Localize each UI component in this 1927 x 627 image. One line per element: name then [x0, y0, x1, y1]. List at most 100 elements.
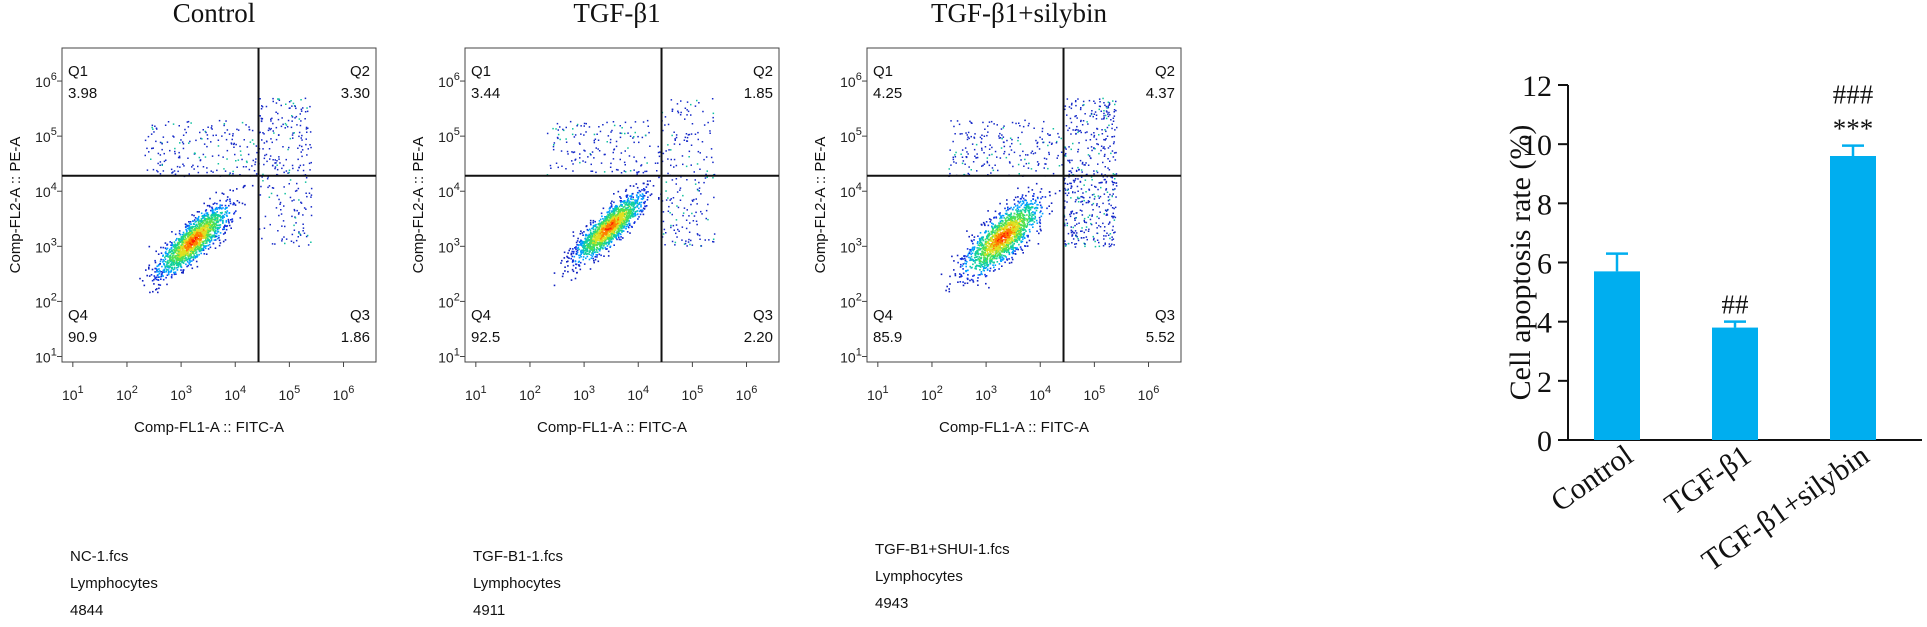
event-dot [572, 248, 574, 250]
event-dot [646, 180, 649, 182]
event-dot [622, 223, 624, 225]
event-dot [284, 122, 287, 125]
event-dot [610, 202, 612, 204]
event-dot [214, 209, 216, 211]
event-dot [1014, 218, 1016, 221]
event-dot [639, 190, 642, 193]
event-dot [579, 161, 581, 164]
x-tick-label-base: 10 [736, 387, 752, 403]
event-dot [561, 275, 564, 278]
event-dot [628, 222, 631, 225]
event-dot [616, 230, 618, 233]
event-dot [275, 111, 277, 113]
event-dot [189, 235, 191, 237]
event-dot [194, 226, 197, 228]
event-dot [634, 212, 636, 215]
event-dot [949, 283, 951, 285]
event-dot [588, 233, 591, 236]
event-dot [672, 197, 675, 199]
event-dot [188, 221, 190, 223]
event-dot [181, 141, 184, 143]
event-dot [167, 121, 170, 123]
event-dot [635, 183, 638, 185]
event-dot [281, 238, 283, 240]
event-dot [174, 271, 176, 274]
event-dot [160, 258, 162, 261]
event-dot [612, 216, 614, 219]
y-tick-label-base: 10 [35, 184, 51, 200]
event-dot [592, 245, 595, 248]
event-dot [198, 222, 200, 225]
event-dot [192, 251, 195, 253]
event-dot [1017, 208, 1020, 211]
event-dot [193, 152, 196, 154]
panel-title: TGF-β1+silybin [931, 0, 1107, 28]
event-dot [622, 237, 624, 239]
event-dot [606, 218, 609, 221]
event-dot [1009, 226, 1012, 229]
event-dot [987, 236, 990, 238]
event-dot [205, 235, 207, 238]
event-dot [191, 230, 193, 232]
event-dot [194, 228, 196, 230]
event-dot [268, 148, 271, 150]
event-dot [300, 120, 302, 122]
event-dot [211, 224, 213, 227]
event-dot [171, 259, 173, 261]
event-dot [160, 246, 162, 249]
event-dot [153, 275, 156, 277]
event-dot [189, 242, 191, 244]
event-dot [195, 251, 198, 253]
event-dot [698, 190, 700, 192]
event-dot [195, 227, 198, 229]
event-dot [309, 144, 311, 146]
event-dot [591, 255, 594, 258]
event-dot [615, 232, 618, 234]
event-dot [206, 222, 208, 224]
event-dot [605, 237, 607, 240]
event-dot [191, 244, 193, 246]
event-dot [705, 217, 707, 220]
event-dot [184, 253, 187, 255]
event-dot [283, 205, 285, 207]
event-dot [284, 242, 286, 245]
event-dot [960, 263, 962, 266]
event-dot [302, 169, 305, 172]
event-dot [308, 192, 311, 194]
event-dot [1011, 245, 1013, 247]
event-dot [979, 241, 982, 244]
event-dot [1018, 239, 1021, 241]
event-dot [604, 236, 607, 239]
event-dot [640, 198, 643, 200]
event-dot [185, 238, 188, 241]
event-dot [170, 168, 173, 171]
event-dot [1032, 226, 1034, 228]
event-dot [584, 245, 586, 247]
event-dot [208, 204, 211, 207]
event-dot [202, 217, 204, 219]
event-dot [945, 289, 947, 292]
event-dot [1010, 243, 1012, 245]
event-dot [676, 103, 679, 105]
event-dot [205, 238, 207, 241]
event-dot [631, 214, 634, 216]
event-dot [165, 270, 168, 273]
event-dot [609, 221, 612, 224]
event-dot [169, 149, 171, 152]
event-dot [192, 164, 194, 167]
event-dot [605, 217, 608, 220]
event-dot [595, 251, 597, 253]
event-dot [196, 255, 199, 257]
event-dot [199, 236, 202, 239]
event-dot [983, 266, 985, 268]
event-dot [307, 148, 309, 150]
event-dot [1039, 225, 1041, 228]
event-dot [194, 249, 196, 252]
event-dot [189, 229, 191, 231]
event-dot [146, 169, 149, 171]
event-dot [627, 219, 629, 222]
x-tick-label-base: 10 [573, 387, 589, 403]
event-dot [146, 274, 148, 277]
event-dot [636, 202, 639, 205]
event-dot [162, 269, 165, 272]
